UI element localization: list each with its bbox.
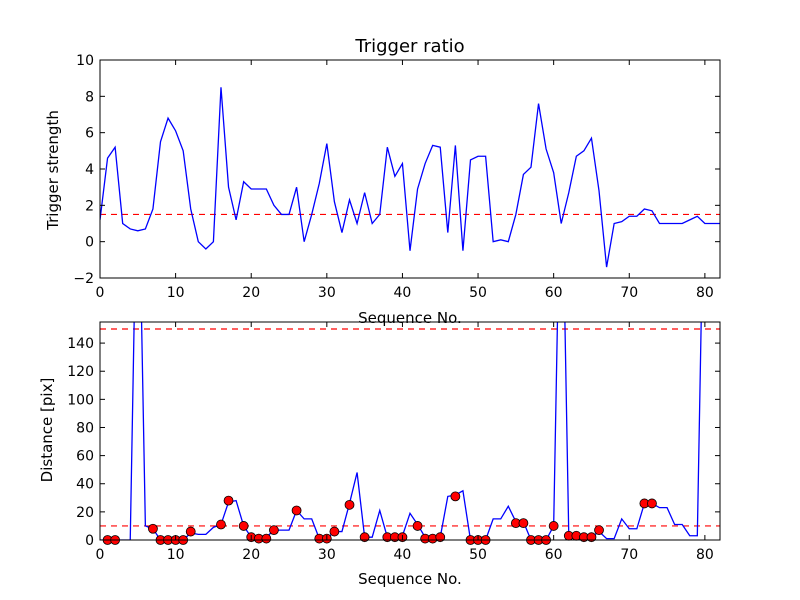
data-point-marker	[185, 526, 196, 537]
y-tick-label: 60	[76, 449, 94, 465]
y-tick-label: 140	[67, 336, 94, 352]
data-point-marker	[223, 495, 234, 506]
y-tick-label: 100	[67, 392, 94, 408]
x-tick-label: 60	[545, 547, 563, 563]
data-point-marker	[586, 532, 597, 543]
chart-title: Trigger ratio	[354, 36, 464, 57]
data-point-marker	[261, 533, 272, 544]
x-axis-ticks: 0 10 20 30 40 50 60 70 80	[96, 322, 714, 563]
data-point-marker	[148, 523, 158, 534]
data-point-marker	[238, 521, 249, 531]
plot-content	[100, 322, 720, 540]
x-tick-label: 0	[96, 285, 105, 301]
data-point-marker	[216, 519, 226, 530]
plot-area	[99, 321, 721, 545]
x-tick-label: 40	[394, 285, 412, 301]
x-tick-label: 20	[242, 285, 260, 301]
y-tick-label: −2	[73, 271, 94, 287]
x-tick-label: 0	[96, 547, 105, 563]
y-tick-label: 40	[76, 477, 94, 493]
y-tick-label: 8	[85, 89, 94, 105]
y-tick-label: 10	[76, 53, 94, 69]
data-point-marker	[518, 518, 529, 529]
y-tick-label: 80	[76, 420, 94, 436]
series-line	[100, 322, 702, 540]
y-axis-label: Trigger strength	[44, 110, 62, 231]
x-tick-label: 10	[167, 285, 185, 301]
y-axis-ticks: −2 0 2 4 6 8 10	[73, 53, 720, 287]
y-tick-label: 20	[76, 505, 94, 521]
x-tick-label: 80	[696, 285, 714, 301]
plot-content	[100, 87, 720, 268]
data-point-marker	[291, 505, 302, 516]
x-tick-label: 50	[469, 285, 487, 301]
y-tick-label: 0	[85, 235, 94, 251]
data-point-marker	[548, 521, 559, 531]
x-tick-label: 80	[696, 547, 714, 563]
y-tick-label: 2	[85, 198, 94, 214]
data-point-marker	[412, 521, 423, 531]
x-axis-label: Sequence No.	[358, 309, 462, 327]
x-tick-label: 10	[167, 547, 185, 563]
x-tick-label: 60	[545, 285, 563, 301]
plot-frame	[99, 321, 721, 541]
y-axis-label: Distance [pix]	[38, 378, 56, 483]
data-point-marker	[344, 499, 355, 510]
x-tick-label: 70	[620, 285, 638, 301]
data-point-marker	[450, 491, 461, 502]
trigger-ratio-chart: Trigger ratio 0 10 20 30 40 50 60 70 80 −2024681…	[44, 36, 721, 327]
data-point-marker	[329, 526, 340, 537]
x-tick-label: 30	[318, 285, 336, 301]
y-tick-label: 120	[67, 364, 94, 380]
data-point-marker	[647, 498, 657, 509]
x-tick-label: 40	[394, 547, 412, 563]
y-axis-ticks: 0 20 40 60 80 100 120 140	[67, 336, 720, 549]
data-point-marker	[269, 525, 279, 536]
x-tick-label: 30	[318, 547, 336, 563]
data-point-marker	[594, 525, 604, 536]
y-tick-label: 6	[85, 126, 94, 142]
x-axis-ticks: 0 10 20 30 40 50 60 70 80	[96, 60, 714, 301]
x-tick-label: 50	[469, 547, 487, 563]
y-tick-label: 0	[85, 533, 94, 549]
x-tick-label: 70	[620, 547, 638, 563]
series-line	[100, 87, 720, 268]
data-point-marker	[359, 532, 370, 543]
data-point-marker	[435, 532, 446, 543]
x-tick-label: 20	[242, 547, 260, 563]
y-tick-label: 4	[85, 162, 94, 178]
distance-chart: 0 10 20 30 40 50 60 70 80 0 20 40 60 80 100 120 140 Seq…	[38, 321, 721, 588]
x-axis-label: Sequence No.	[358, 570, 462, 588]
